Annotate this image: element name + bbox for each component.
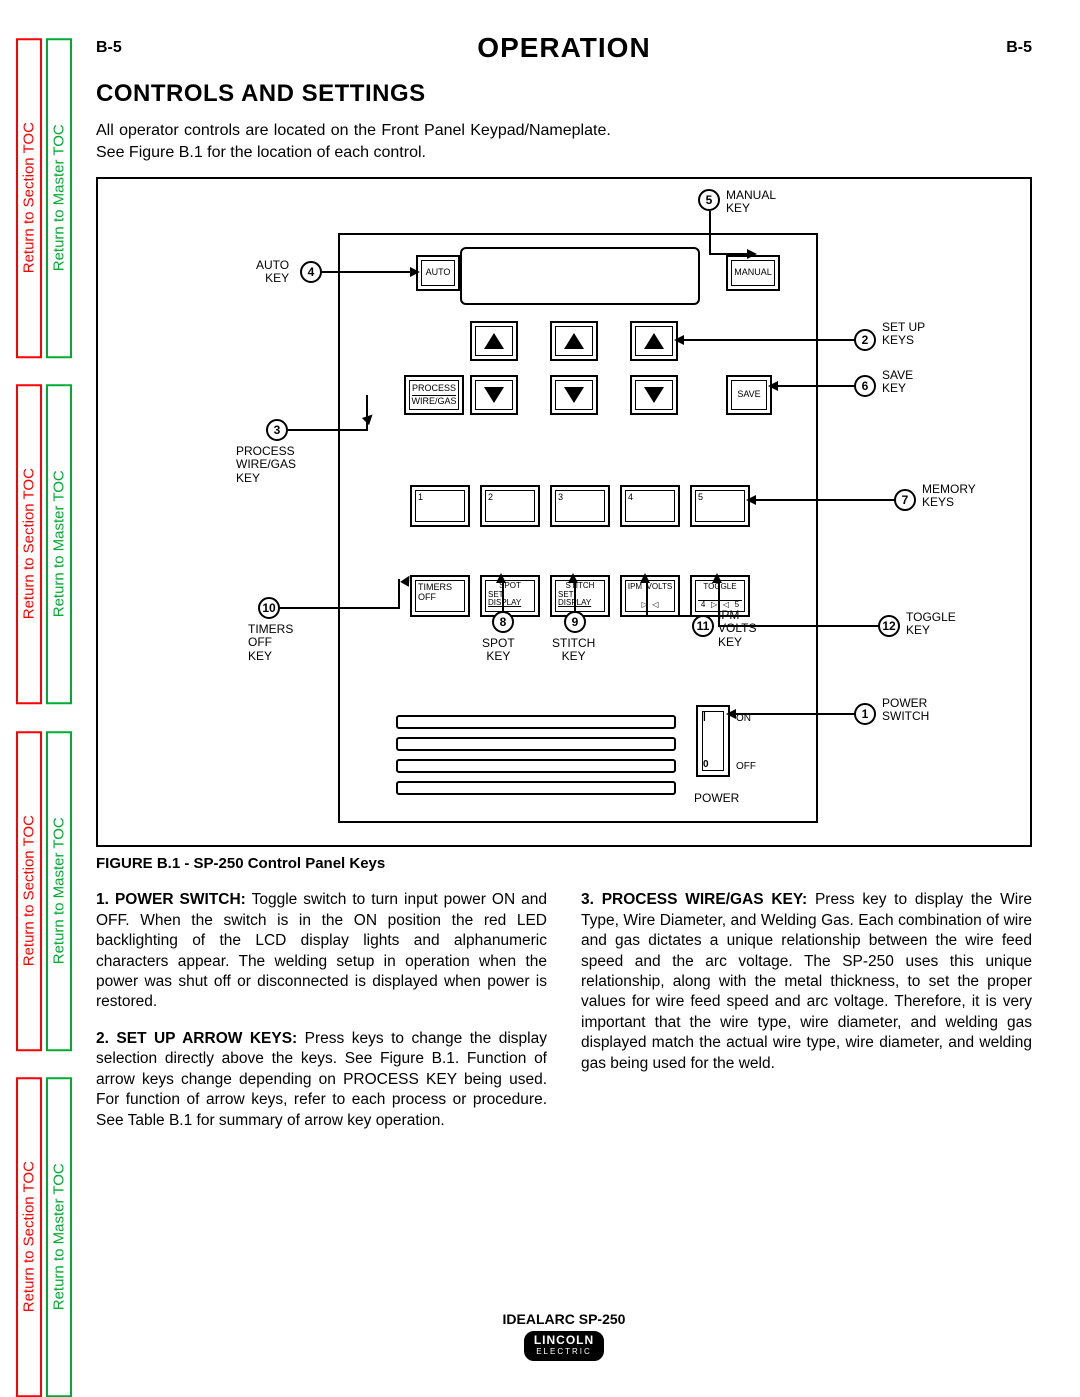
left-column: 1. POWER SWITCH: Toggle switch to turn i… (96, 890, 547, 1147)
master-toc-column: Return to Master TOC Return to Master TO… (46, 0, 72, 1397)
memory-key-4: 4 (620, 485, 680, 527)
callout-12-label: TOGGLE KEY (906, 611, 956, 637)
power-off-label: OFF (736, 761, 756, 772)
callout-9-label: STITCH KEY (552, 637, 595, 663)
page-number-left: B-5 (96, 39, 122, 57)
return-section-toc-link[interactable]: Return to Section TOC (16, 1077, 42, 1397)
callout-6-label: SAVE KEY (882, 369, 913, 395)
desc-item-2: 2. SET UP ARROW KEYS: Press keys to chan… (96, 1029, 547, 1131)
callout-11-label: IPM VOLTS KEY (718, 609, 756, 649)
setup-up-key-1 (470, 321, 518, 361)
callout-3-num: 3 (266, 419, 288, 441)
timers-off-key: TIMERSOFF (410, 575, 470, 617)
setup-down-key-1 (470, 375, 518, 415)
lcd-display (460, 247, 700, 305)
callout-12-num: 12 (878, 615, 900, 637)
stitch-key: STITCH SET DISPLAY (550, 575, 610, 617)
footer-model: IDEALARC SP-250 (96, 1311, 1032, 1327)
manual-key: MANUAL (726, 255, 780, 291)
figure-caption: FIGURE B.1 - SP-250 Control Panel Keys (96, 855, 1032, 872)
save-key: SAVE (726, 375, 772, 415)
setup-up-key-2 (550, 321, 598, 361)
callout-4-label: AUTO KEY (256, 259, 289, 285)
return-master-toc-link[interactable]: Return to Master TOC (46, 38, 72, 358)
page-footer: IDEALARC SP-250 LINCOLN ELECTRIC (96, 1311, 1032, 1361)
memory-key-5: 5 (690, 485, 750, 527)
spot-key: SPOT SET DISPLAY (480, 575, 540, 617)
return-section-toc-link[interactable]: Return to Section TOC (16, 384, 42, 704)
section-toc-column: Return to Section TOC Return to Section … (16, 0, 42, 1397)
callout-4-num: 4 (300, 261, 322, 283)
callout-7-num: 7 (894, 489, 916, 511)
lincoln-logo: LINCOLN ELECTRIC (524, 1331, 604, 1361)
return-section-toc-link[interactable]: Return to Section TOC (16, 731, 42, 1051)
page-header: B-5 OPERATION B-5 (96, 32, 1032, 64)
right-column: 3. PROCESS WIRE/GAS KEY: Press key to di… (581, 890, 1032, 1147)
desc-item-1: 1. POWER SWITCH: Toggle switch to turn i… (96, 890, 547, 1013)
return-master-toc-link[interactable]: Return to Master TOC (46, 731, 72, 1051)
power-switch-on-bar: | (703, 711, 706, 722)
return-section-toc-link[interactable]: Return to Section TOC (16, 38, 42, 358)
return-master-toc-link[interactable]: Return to Master TOC (46, 384, 72, 704)
memory-key-3: 3 (550, 485, 610, 527)
callout-1-label: POWER SWITCH (882, 697, 929, 723)
control-panel-diagram: AUTO MANUAL PROCESS WIRE/GAS SAVE 1 2 3 (96, 177, 1032, 847)
callout-5-label: MANUAL KEY (726, 189, 776, 215)
setup-down-key-3 (630, 375, 678, 415)
callout-8-label: SPOT KEY (482, 637, 515, 663)
callout-3-label: PROCESS WIRE/GAS KEY (236, 445, 296, 485)
page-body: B-5 OPERATION B-5 CONTROLS AND SETTINGS … (96, 32, 1032, 1365)
callout-10-num: 10 (258, 597, 280, 619)
process-wiregas-key: PROCESS WIRE/GAS (404, 375, 464, 415)
description-columns: 1. POWER SWITCH: Toggle switch to turn i… (96, 890, 1032, 1147)
return-master-toc-link[interactable]: Return to Master TOC (46, 1077, 72, 1397)
callout-2-num: 2 (854, 329, 876, 351)
power-label: POWER (694, 791, 739, 805)
power-switch-off-o: 0 (703, 759, 709, 770)
front-panel-outline: AUTO MANUAL PROCESS WIRE/GAS SAVE 1 2 3 (338, 233, 818, 823)
callout-6-num: 6 (854, 375, 876, 397)
vent-slots (396, 715, 676, 803)
memory-key-1: 1 (410, 485, 470, 527)
callout-1-num: 1 (854, 703, 876, 725)
auto-key: AUTO (416, 255, 460, 291)
section-heading: CONTROLS AND SETTINGS (96, 80, 1032, 108)
toc-sidebar: Return to Section TOC Return to Section … (16, 0, 72, 1397)
intro-paragraph: All operator controls are located on the… (96, 120, 611, 163)
ipm-volts-key: IPM VOLTS ▷ ◁ (620, 575, 680, 617)
setup-up-key-3 (630, 321, 678, 361)
desc-item-3: 3. PROCESS WIRE/GAS KEY: Press key to di… (581, 890, 1032, 1074)
setup-down-key-2 (550, 375, 598, 415)
callout-5-num: 5 (698, 189, 720, 211)
page-number-right: B-5 (1006, 39, 1032, 57)
memory-key-2: 2 (480, 485, 540, 527)
callout-7-label: MEMORY KEYS (922, 483, 976, 509)
page-title: OPERATION (477, 32, 650, 64)
power-switch (696, 705, 730, 777)
callout-10-label: TIMERS OFF KEY (248, 623, 293, 663)
callout-2-label: SET UP KEYS (882, 321, 925, 347)
